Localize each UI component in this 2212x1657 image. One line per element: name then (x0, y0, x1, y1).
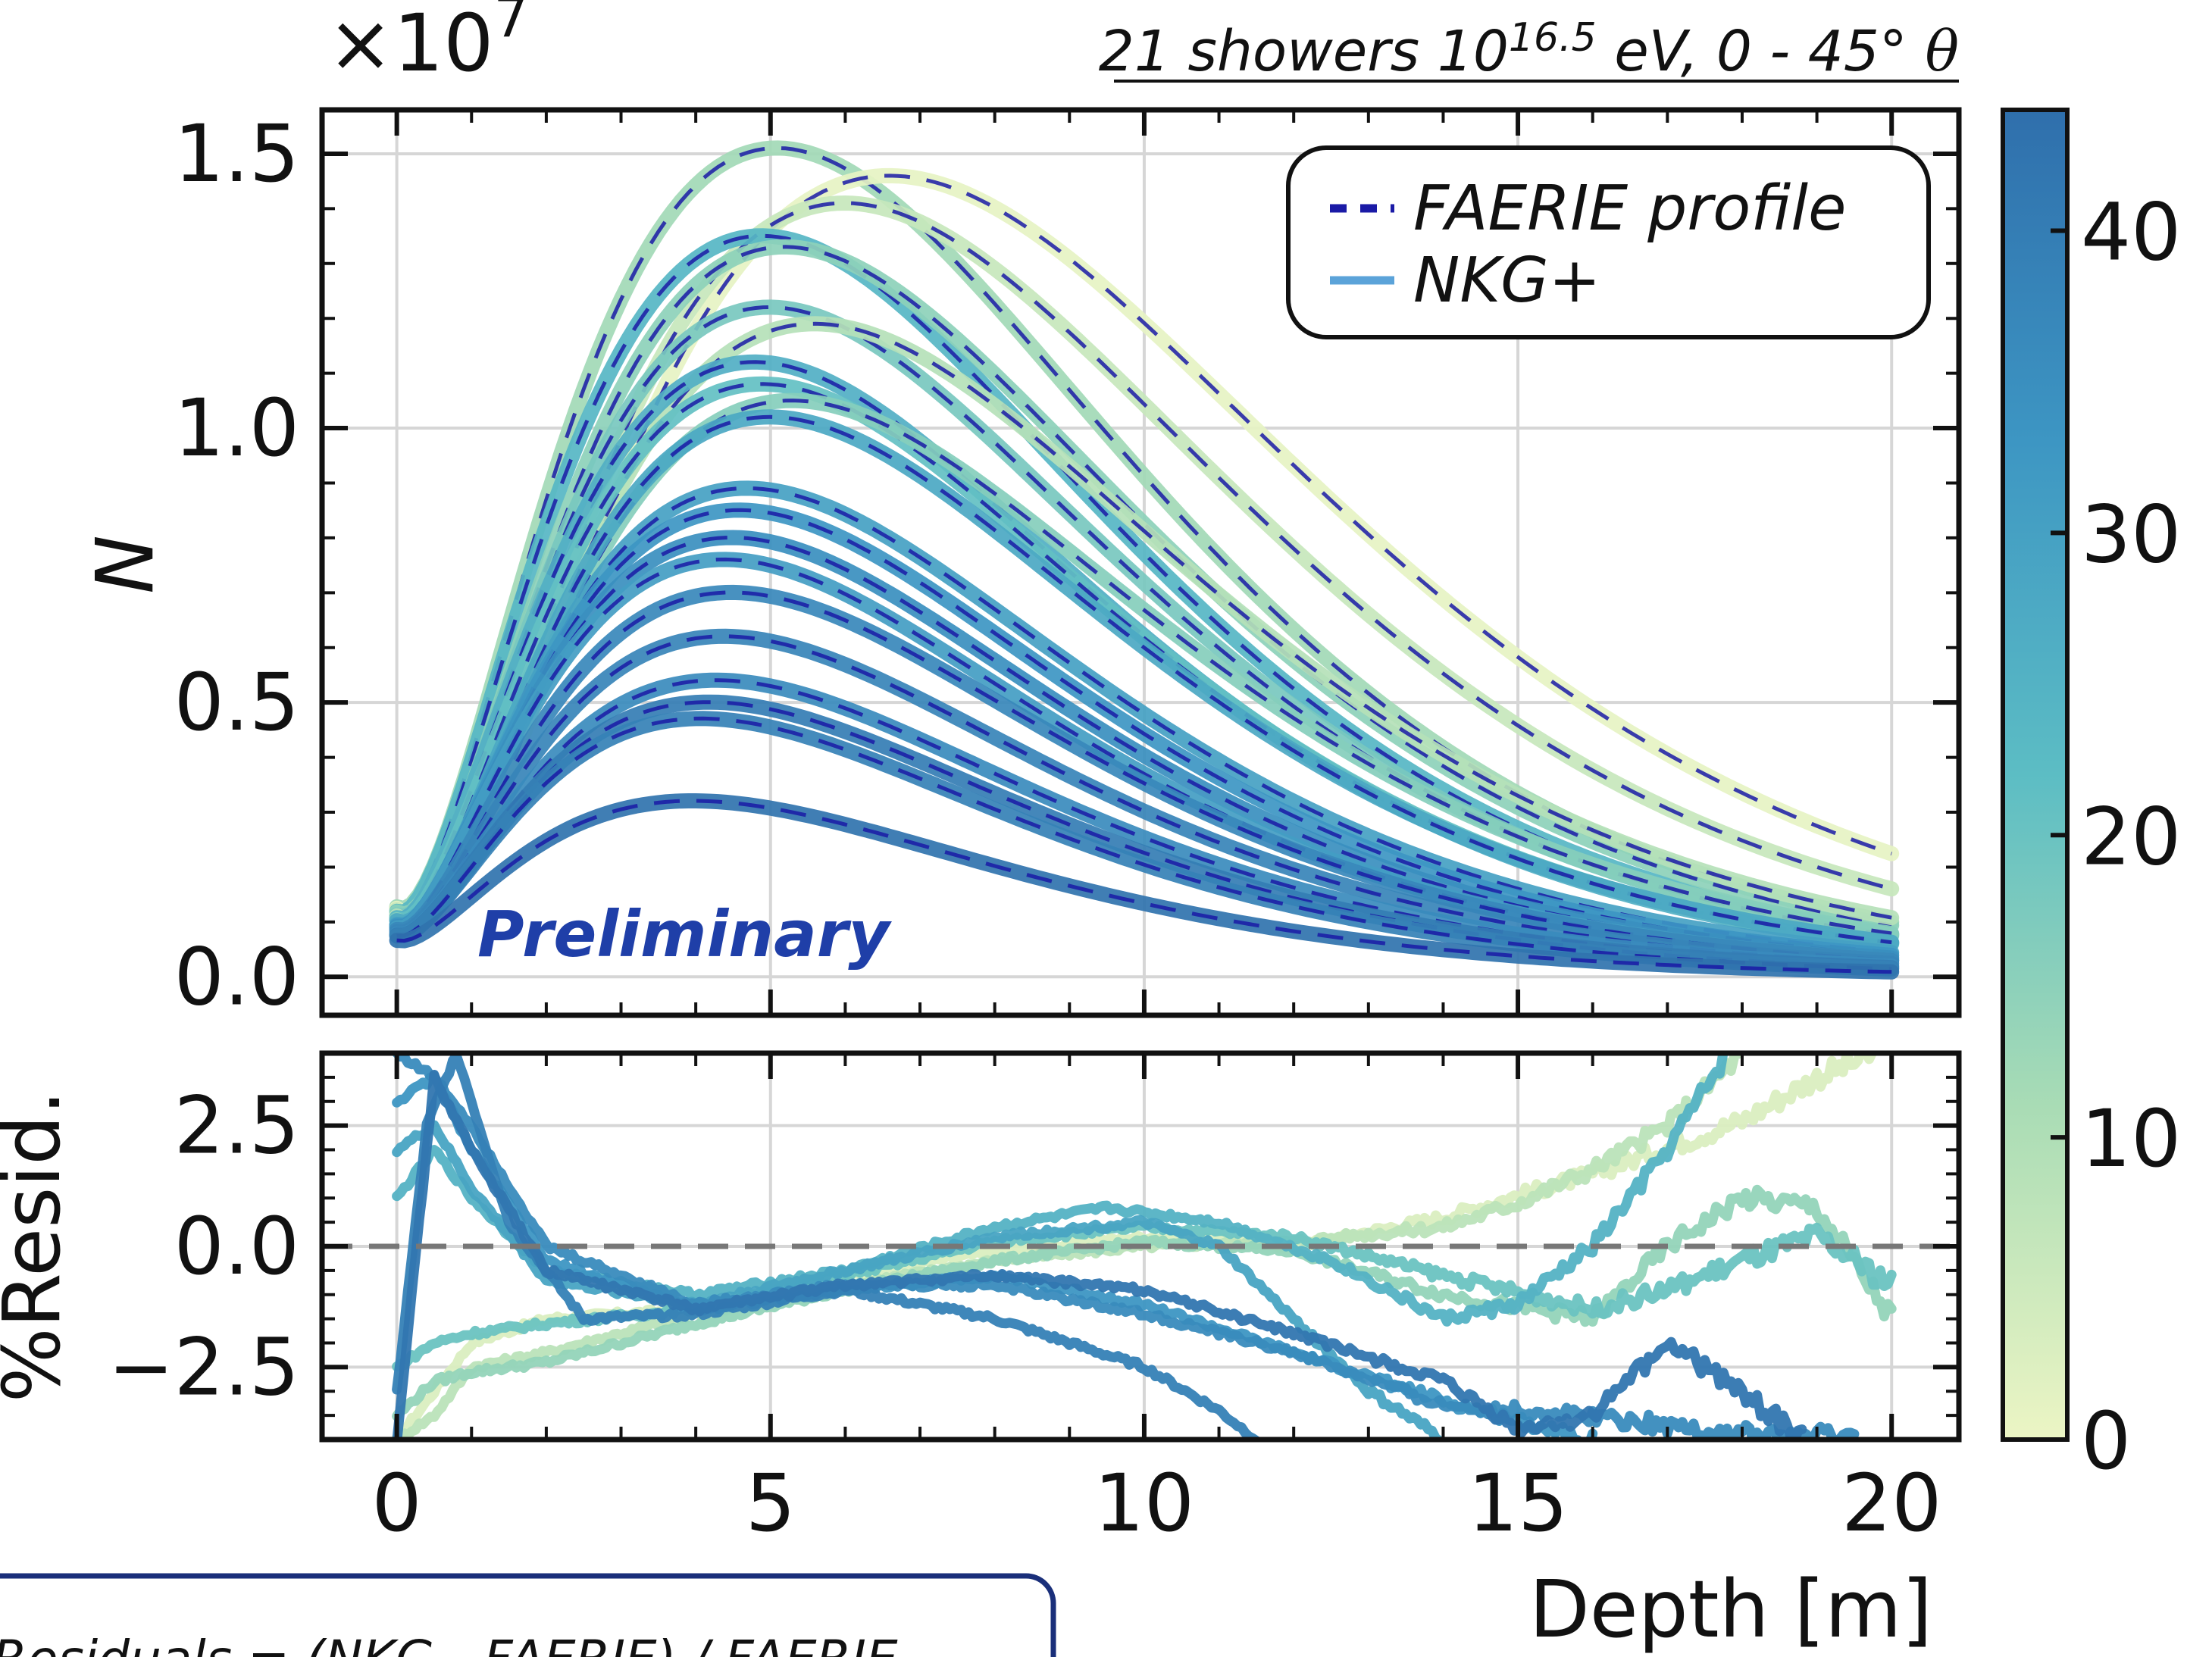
colorbar-tick-label-3: 30 (2081, 488, 2181, 580)
top-ytick-label-2: 1.0 (174, 382, 299, 474)
xtick-label-4: 20 (1841, 1457, 1941, 1549)
colorbar-tick-label-2: 20 (2081, 790, 2181, 883)
residual-series-1 (392, 1053, 1745, 1440)
preliminary-annotation: Preliminary (477, 897, 892, 971)
faerie-profile-6 (396, 321, 1892, 922)
top-ytick-label-0: 0.0 (174, 930, 299, 1023)
colorbar-ticks: 0 10 20 30 40 (2051, 186, 2181, 1487)
faerie-profile-4 (396, 245, 1892, 927)
top-panel-frame (319, 107, 1962, 1018)
residual-note-text: Residuals = (NKG - FAERIE) / FAERIE (0, 1630, 898, 1657)
colorbar-tick-label-1: 10 (2081, 1093, 2181, 1185)
colorbar (2001, 108, 2070, 1442)
faerie-profile-10 (396, 414, 1892, 945)
profile-curves (389, 140, 1900, 980)
nkg-profile-20 (389, 793, 1900, 980)
offset-text: ×107 (327, 0, 528, 89)
legend: FAERIE profile NKG+ (1286, 145, 1931, 339)
top-ytick-label-3: 1.5 (174, 108, 299, 200)
faerie-profile-15 (396, 590, 1892, 963)
residual-curves (322, 1053, 1959, 1440)
xtick-label-3: 15 (1468, 1457, 1568, 1549)
xtick-label-2: 10 (1094, 1457, 1194, 1549)
chart-title-text: 21 showers 1016.5 eV, 0 - 45° θ (1099, 15, 1959, 84)
legend-nkg-label: NKG+ (1413, 245, 1600, 317)
residual-series-2 (392, 1184, 1897, 1421)
y-axis-label-top: N (76, 535, 168, 594)
xtick-label-1: 5 (746, 1457, 796, 1549)
legend-faerie-label: FAERIE profile (1413, 173, 1846, 245)
residual-series-7 (392, 1053, 1860, 1440)
faerie-profile-17 (396, 678, 1892, 968)
residual-series-9 (392, 1070, 1807, 1440)
y-axis-label-bottom: %Resid. (0, 1090, 78, 1403)
residual-series-5 (392, 1120, 1447, 1440)
xtick-label-0: 0 (372, 1457, 422, 1549)
colorbar-tick-label-4: 40 (2081, 186, 2181, 279)
bottom-ytick-label-1: 0.0 (174, 1200, 299, 1293)
x-axis-label: Depth [m] (1529, 1563, 1932, 1655)
top-ytick-label-1: 0.5 (174, 656, 299, 749)
residual-note-box (0, 1573, 1056, 1657)
bottom-ytick-label-0: 2.5 (174, 1080, 299, 1172)
legend-box (1286, 145, 1931, 339)
colorbar-tick-label-0: 0 (2081, 1395, 2131, 1487)
residual-note: Residuals = (NKG - FAERIE) / FAERIE (0, 1573, 1056, 1657)
bottom-ytick-label-2: −2.5 (108, 1321, 299, 1413)
bottom-panel-frame (319, 1050, 1962, 1443)
chart-title: 21 showers 1016.5 eV, 0 - 45° θ (1099, 15, 1959, 84)
faerie-profile-14 (396, 557, 1892, 963)
